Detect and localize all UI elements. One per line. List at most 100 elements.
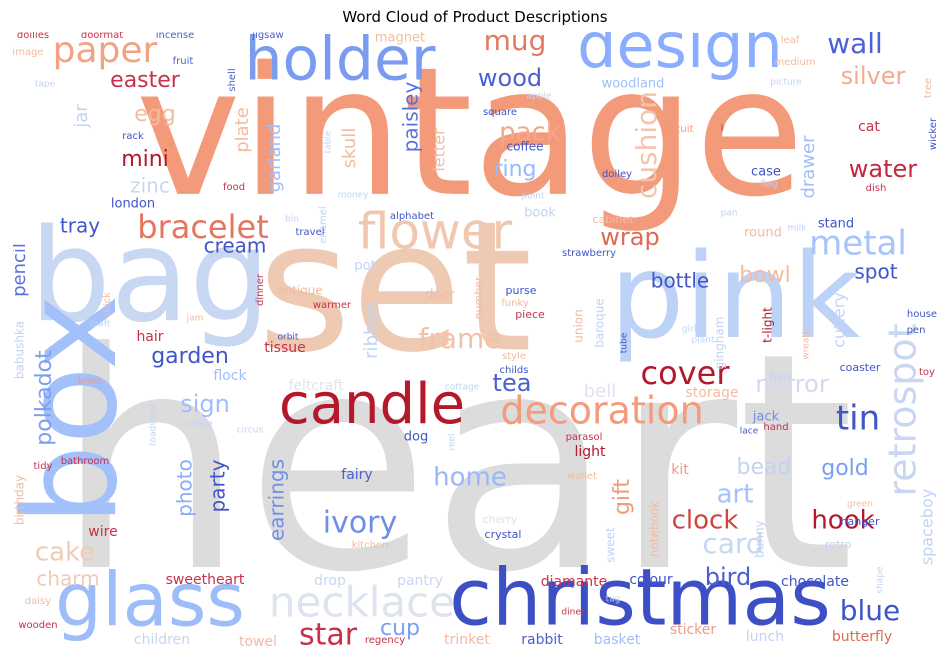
word-bracelet: bracelet — [137, 208, 268, 246]
word-flock: flock — [213, 368, 247, 384]
word-lace: lace — [740, 427, 759, 437]
word-antique: antique — [277, 284, 323, 298]
word-christmas: christmas — [449, 553, 831, 643]
word-earrings: earrings — [265, 459, 289, 541]
word-retro: retro — [825, 538, 852, 551]
word-butterfly: butterfly — [832, 629, 892, 645]
word-basket: basket — [594, 632, 641, 648]
word-wire: wire — [88, 524, 117, 540]
word-warmer: warmer — [313, 300, 352, 311]
word-square: square — [483, 107, 517, 118]
word-spaceboy: spaceboy — [918, 489, 937, 565]
word-skull: skull — [339, 128, 360, 169]
word-image: image — [13, 47, 44, 58]
word-cover: cover — [641, 354, 731, 392]
word-diner: diner — [561, 608, 584, 618]
word-craft: craft — [90, 320, 111, 330]
word-enamel: enamel — [318, 206, 329, 243]
word-orbit: orbit — [278, 333, 299, 343]
word-kit: kit — [671, 462, 689, 478]
word-strawberry: strawberry — [562, 248, 616, 259]
word-wallet: wallet — [567, 471, 597, 482]
word-cream: cream — [204, 234, 267, 258]
word-gift: gift — [610, 479, 635, 515]
word-coffee: coffee — [507, 140, 544, 154]
word-ivory: ivory — [323, 506, 398, 541]
word-wrap: wrap — [600, 223, 659, 251]
word-tea: tea — [493, 369, 532, 397]
word-travel: travel — [295, 227, 324, 238]
word-jigsaw: jigsaw — [251, 32, 283, 41]
word-tag: tag — [606, 595, 621, 605]
word-toy: toy — [919, 367, 935, 378]
word-toadstool: toadstool — [149, 404, 159, 446]
word-london: london — [111, 197, 155, 212]
word-egg: egg — [134, 102, 175, 127]
word-candle: candle — [279, 372, 465, 437]
word-children: children — [134, 632, 190, 648]
word-bin: bin — [285, 215, 299, 225]
word-childs: childs — [500, 365, 529, 376]
word-bathroom: bathroom — [61, 456, 110, 467]
word-incense: incense — [156, 32, 194, 41]
word-piece: piece — [515, 308, 545, 321]
word-hook: hook — [811, 506, 874, 536]
word-pantry: pantry — [397, 573, 443, 589]
word-jar: jar — [71, 104, 92, 129]
word-bowl: bowl — [739, 263, 791, 288]
word-book: book — [524, 206, 556, 221]
word-leaf: leaf — [781, 35, 800, 46]
word-apple: apple — [527, 92, 552, 102]
word-medium: medium — [774, 57, 815, 68]
word-tube: tube — [620, 332, 630, 353]
word-tissue: tissue — [264, 340, 305, 356]
word-photo: photo — [173, 459, 197, 517]
word-cushion: cushion — [630, 91, 663, 199]
word-mirror: mirror — [755, 370, 829, 398]
word-reel: reel — [448, 433, 458, 450]
word-girl: girl — [682, 325, 696, 335]
word-zinc: zinc — [130, 174, 170, 198]
word-garland: garland — [264, 124, 285, 193]
word-picture: picture — [770, 78, 802, 88]
word-rack: rack — [122, 131, 144, 142]
word-round: round — [744, 226, 782, 241]
word-parasol: parasol — [566, 432, 603, 443]
word-cat: cat — [858, 119, 880, 135]
word-bunny: bunny — [753, 520, 767, 558]
word-money: money — [338, 191, 370, 201]
word-letter: letter — [430, 128, 449, 172]
word-purse: purse — [506, 284, 537, 297]
word-flag: flag — [761, 180, 778, 190]
word-trinket: trinket — [444, 632, 490, 648]
word-blue: blue — [840, 594, 901, 627]
word-fruit: fruit — [173, 56, 194, 67]
word-charm: charm — [36, 567, 99, 591]
word-chocolate: chocolate — [781, 574, 849, 590]
word-pink: pink — [610, 227, 861, 365]
word-art: art — [717, 480, 754, 510]
word-birthday: birthday — [13, 475, 27, 525]
word-wreath: wreath — [802, 328, 812, 359]
word-frame: frame — [418, 322, 501, 355]
word-tidy: tidy — [34, 461, 53, 472]
word-decoration: decoration — [500, 389, 703, 433]
word-ribbon: ribbon — [361, 301, 382, 359]
word-plant: plant — [692, 336, 715, 346]
word-pencil: pencil — [13, 243, 30, 297]
word-dinner: dinner — [255, 273, 266, 306]
word-pen: pen — [907, 325, 926, 336]
word-dish: dish — [866, 183, 887, 194]
word-chick: chick — [102, 292, 113, 318]
word-dog: dog — [404, 430, 428, 445]
word-i: i — [721, 123, 724, 134]
word-baroque: baroque — [593, 298, 607, 348]
word-flower: flower — [358, 203, 513, 261]
word-tray: tray — [60, 214, 100, 238]
word-union: union — [572, 309, 586, 343]
word-drawer: drawer — [798, 135, 819, 199]
word-bag: bag — [30, 202, 271, 351]
word-sweetheart: sweetheart — [166, 572, 245, 588]
word-cutlery: cutlery — [830, 292, 849, 348]
